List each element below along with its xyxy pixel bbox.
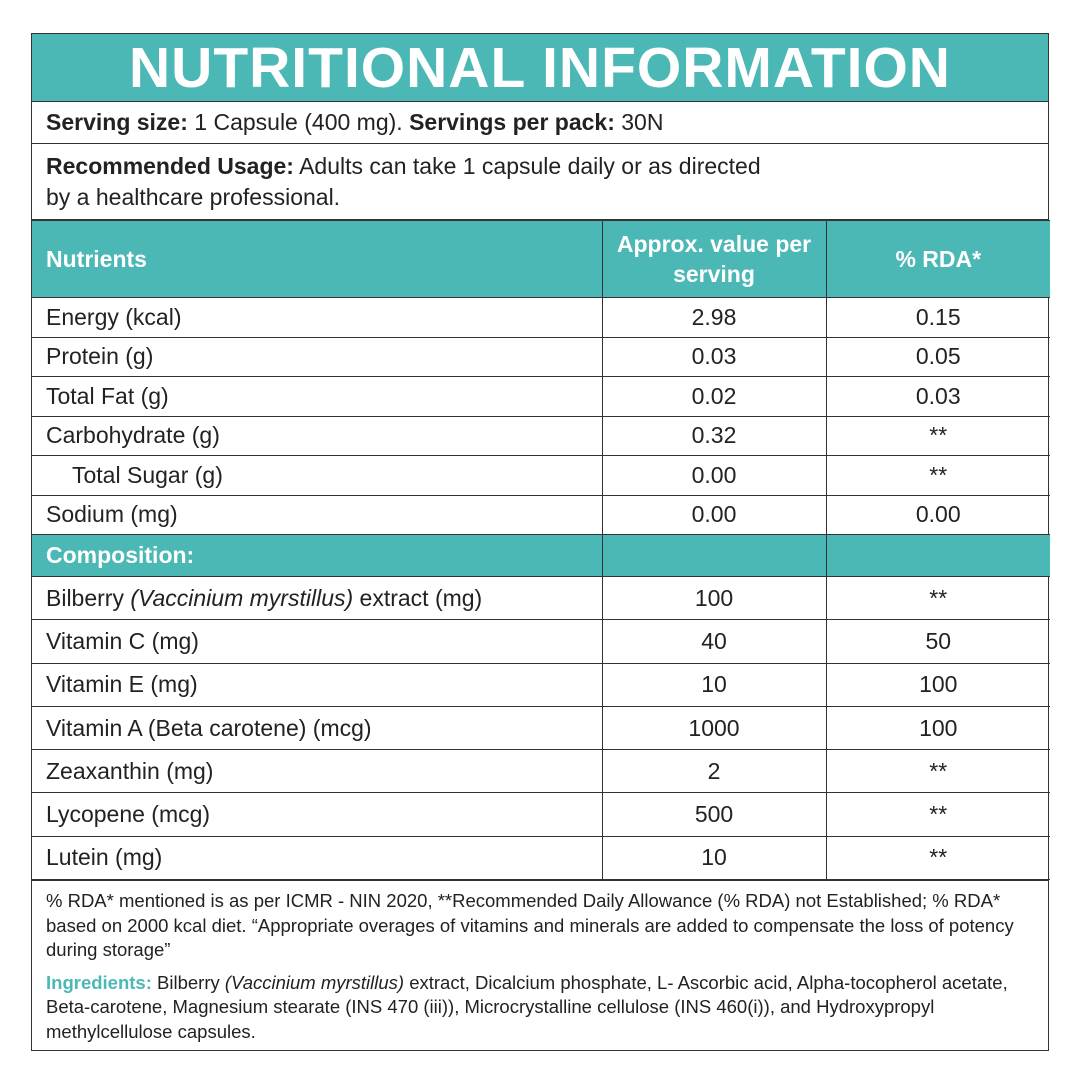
table-row: Bilberry (Vaccinium myrstillus) extract … bbox=[32, 575, 1050, 621]
table-row: Zeaxanthin (mg) 2 ** bbox=[32, 749, 1050, 794]
nutrient-name: Vitamin E (mg) bbox=[32, 662, 603, 707]
table-row: Protein (g) 0.03 0.05 bbox=[32, 336, 1050, 377]
name-part: Bilberry bbox=[46, 584, 124, 611]
usage-text: Adults can take 1 capsule daily or as di… bbox=[46, 152, 761, 210]
rda-cell: 0.03 bbox=[825, 376, 1050, 417]
nutrient-name: Total Fat (g) bbox=[32, 376, 603, 417]
rda-cell: ** bbox=[825, 415, 1050, 456]
servings-per-pack-label: Servings per pack: bbox=[409, 109, 615, 135]
header-row: Nutrients Approx. value per serving% RDA* bbox=[32, 220, 1050, 298]
rda-cell: ** bbox=[825, 455, 1050, 496]
rda-cell: ** bbox=[825, 749, 1050, 794]
value-cell: 10 bbox=[601, 662, 827, 707]
value-cell: 0.00 bbox=[601, 455, 827, 496]
table-row: Lutein (mg) 10 ** bbox=[32, 835, 1050, 881]
usage-label: Recommended Usage: bbox=[46, 152, 294, 179]
value-cell: 500 bbox=[601, 792, 827, 837]
nutrient-name: Vitamin A (Beta carotene) (mcg) bbox=[32, 705, 603, 751]
footer-note: % RDA* mentioned is as per ICMR - NIN 20… bbox=[46, 890, 1014, 961]
value-cell: 10 bbox=[601, 835, 827, 881]
table-row: Vitamin C (mg) 40 50 bbox=[32, 619, 1050, 664]
usage-row: Recommended Usage: Adults can take 1 cap… bbox=[32, 144, 1048, 220]
nutrient-name: Vitamin C (mg) bbox=[32, 619, 603, 664]
rda-cell: 100 bbox=[825, 662, 1050, 707]
rda-cell: ** bbox=[825, 792, 1050, 837]
nutrient-name: Bilberry (Vaccinium myrstillus) extract … bbox=[32, 575, 603, 621]
ingredients-part: (Vaccinium myrstillus) bbox=[224, 971, 405, 993]
table-row: Energy (kcal) 2.98 0.15 bbox=[32, 297, 1050, 338]
nutrient-name: Lutein (mg) bbox=[32, 835, 603, 881]
value-cell: 1000 bbox=[601, 705, 827, 751]
servings-per-pack-value: 30N bbox=[621, 109, 664, 135]
section-row: Composition: bbox=[32, 534, 1050, 577]
nutrient-table: Nutrients Approx. value per serving% RDA*… bbox=[32, 220, 1050, 881]
nutrient-name: Zeaxanthin (mg) bbox=[32, 749, 603, 794]
table-row: Lycopene (mcg) 500 ** bbox=[32, 792, 1050, 837]
header-cell: Nutrients bbox=[32, 220, 603, 298]
section-label: Composition: bbox=[32, 534, 603, 577]
value-cell: 0.32 bbox=[601, 415, 827, 456]
value-cell: 0.00 bbox=[601, 494, 827, 535]
nutrition-panel: NUTRITIONAL INFORMATION Serving size: 1 … bbox=[31, 33, 1050, 1052]
table-row: Total Sugar (g) 0.00 ** bbox=[32, 455, 1050, 496]
value-cell: 2.98 bbox=[601, 297, 827, 338]
serving-size-label: Serving size: bbox=[46, 109, 188, 135]
rda-cell: 0.00 bbox=[825, 494, 1050, 535]
table-row: Vitamin E (mg) 10 100 bbox=[32, 662, 1050, 707]
rda-cell: 0.05 bbox=[825, 336, 1050, 377]
empty-cell bbox=[825, 534, 1050, 577]
serving-row: Serving size: 1 Capsule (400 mg). Servin… bbox=[32, 102, 1048, 144]
nutrient-name: Protein (g) bbox=[32, 336, 603, 377]
ingredients-label: Ingredients: bbox=[46, 971, 152, 993]
rda-cell: ** bbox=[825, 835, 1050, 881]
title: NUTRITIONAL INFORMATION bbox=[32, 34, 1048, 102]
table-row: Sodium (mg) 0.00 0.00 bbox=[32, 494, 1050, 535]
serving-size-value: 1 Capsule (400 mg). bbox=[194, 109, 403, 135]
rda-cell: 50 bbox=[825, 619, 1050, 664]
header-cell: Approx. value per serving bbox=[601, 220, 827, 298]
table-row: Carbohydrate (g) 0.32 ** bbox=[32, 415, 1050, 456]
nutrient-name: Sodium (mg) bbox=[32, 494, 603, 535]
ingredients: Ingredients: Bilberry (Vaccinium myrstil… bbox=[46, 971, 1034, 1045]
rda-cell: 0.15 bbox=[825, 297, 1050, 338]
ingredients-part: Bilberry bbox=[157, 971, 220, 993]
ingredients-part: extract, Dicalcium phosphate, L- Ascorbi… bbox=[46, 971, 1008, 1042]
name-part: extract (mg) bbox=[359, 584, 483, 611]
rda-cell: 100 bbox=[825, 705, 1050, 751]
value-cell: 2 bbox=[601, 749, 827, 794]
value-cell: 100 bbox=[601, 575, 827, 621]
rda-cell: ** bbox=[825, 575, 1050, 621]
empty-cell bbox=[601, 534, 827, 577]
footer: % RDA* mentioned is as per ICMR - NIN 20… bbox=[32, 880, 1048, 1050]
header-cell: % RDA* bbox=[825, 220, 1050, 298]
nutrient-name: Lycopene (mcg) bbox=[32, 792, 603, 837]
nutrient-name: Total Sugar (g) bbox=[32, 455, 603, 496]
value-cell: 0.03 bbox=[601, 336, 827, 377]
value-cell: 0.02 bbox=[601, 376, 827, 417]
nutrient-name: Energy (kcal) bbox=[32, 297, 603, 338]
name-part: (Vaccinium myrstillus) bbox=[130, 584, 354, 611]
nutrient-name: Carbohydrate (g) bbox=[32, 415, 603, 456]
table-row: Total Fat (g) 0.02 0.03 bbox=[32, 376, 1050, 417]
table-row: Vitamin A (Beta carotene) (mcg) 1000 100 bbox=[32, 705, 1050, 751]
value-cell: 40 bbox=[601, 619, 827, 664]
